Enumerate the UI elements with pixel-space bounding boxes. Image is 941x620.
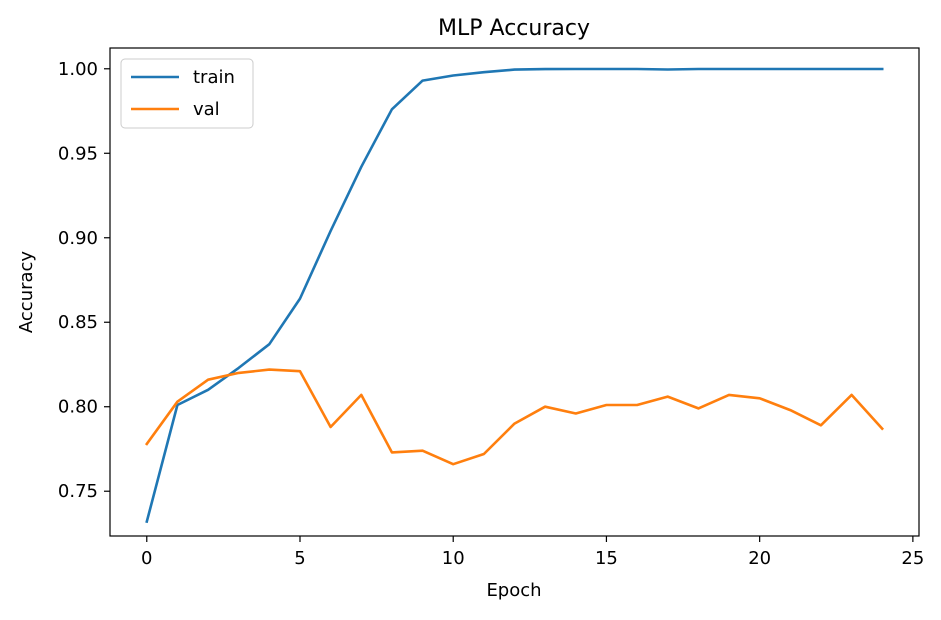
x-tick-label: 15 — [595, 548, 618, 569]
x-tick-label: 10 — [442, 548, 465, 569]
y-tick-label: 0.95 — [58, 143, 98, 164]
x-tick-label: 25 — [901, 548, 924, 569]
x-tick-label: 20 — [748, 548, 771, 569]
series-line-train — [145, 67, 884, 524]
series-lines — [144, 67, 885, 524]
chart-title: MLP Accuracy — [438, 16, 590, 41]
legend-label-val: val — [193, 99, 220, 120]
y-tick-label: 0.90 — [58, 228, 98, 249]
y-tick-label: 0.75 — [58, 481, 98, 502]
legend-label-train: train — [193, 67, 235, 88]
x-axis: 0 5 10 15 20 25 — [141, 536, 924, 569]
plot-area — [109, 47, 920, 537]
plot-frame — [109, 47, 920, 537]
y-axis: 0.75 0.80 0.85 0.90 0.95 1.00 — [58, 59, 110, 502]
y-tick-label: 1.00 — [58, 59, 98, 80]
legend: train val — [120, 58, 254, 129]
x-tick-label: 5 — [294, 548, 305, 569]
y-tick-label: 0.80 — [58, 397, 98, 418]
x-axis-label: Epoch — [486, 580, 541, 601]
y-axis-label: Accuracy — [16, 251, 37, 334]
x-tick-label: 0 — [141, 548, 152, 569]
series-line-val — [144, 368, 885, 466]
y-tick-label: 0.85 — [58, 312, 98, 333]
